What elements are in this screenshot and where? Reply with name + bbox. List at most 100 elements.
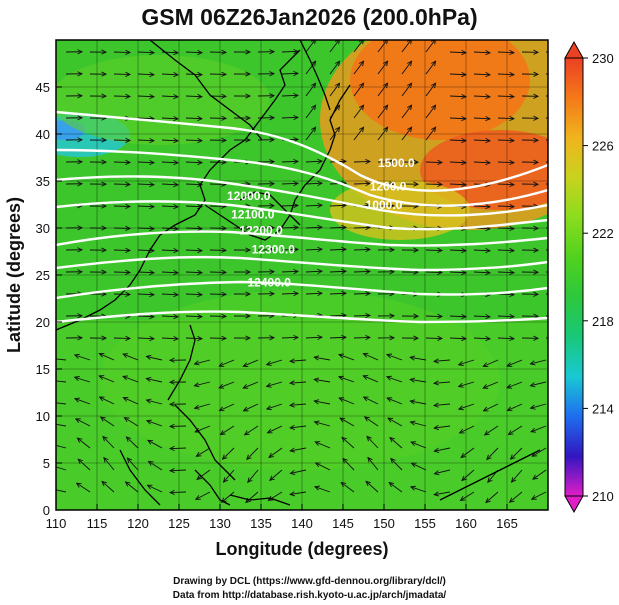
streamline-arrowhead [220, 497, 227, 503]
streamline-arrowhead [173, 270, 180, 276]
contour-label: 12200.0 [239, 224, 283, 238]
streamline-arrowhead [533, 335, 540, 341]
streamline-arrowhead [197, 181, 204, 188]
streamline-segment [195, 491, 211, 500]
streamline-arrowhead [168, 489, 175, 495]
streamline-arrowhead [221, 137, 228, 143]
streamline-arrowhead [125, 203, 132, 209]
streamline-arrowhead [101, 49, 108, 55]
streamline-arrowhead [74, 418, 81, 424]
streamline-segment [74, 376, 91, 383]
streamline-segment [137, 51, 155, 54]
streamline-segment [449, 51, 467, 54]
streamline-arrowhead [123, 417, 130, 423]
streamline-arrowhead [410, 462, 417, 468]
streamline-segment [458, 359, 475, 366]
streamline-arrowhead [389, 159, 396, 165]
streamline-segment [425, 183, 443, 185]
streamline-arrowhead [437, 335, 444, 341]
streamline-segment [449, 271, 467, 274]
axes: 110 115 120 125 130 135 140 145 150 155 160 165 0 5 10… [36, 80, 518, 531]
streamline-segment [281, 270, 299, 273]
streamline-arrowhead [73, 353, 80, 359]
streamline-arrowhead [266, 428, 273, 434]
streamline-arrowhead [221, 159, 228, 165]
x-tick-label: 135 [250, 516, 272, 531]
streamline-arrowhead [122, 353, 129, 359]
streamline-segment [281, 50, 299, 53]
streamline-segment [401, 126, 412, 141]
streamline-arrowhead [485, 160, 492, 166]
streamline-arrowhead [485, 248, 492, 254]
streamline-arrowhead [101, 269, 108, 275]
streamline-arrowhead [358, 82, 365, 89]
streamline-segment [486, 447, 499, 460]
streamline-arrowhead [168, 423, 175, 429]
streamline-segment [530, 359, 547, 365]
streamline-arrowhead [388, 481, 395, 488]
streamline-arrowhead [406, 104, 413, 111]
streamline-arrowhead [125, 49, 132, 55]
streamline-arrowhead [363, 416, 370, 422]
streamline-arrowhead [557, 292, 562, 296]
streamline-segment [449, 73, 467, 76]
streamline-segment [290, 403, 307, 406]
streamline-arrowhead [289, 491, 296, 497]
streamline-arrowhead [269, 335, 276, 341]
streamline-arrowhead [389, 203, 396, 209]
streamline-segment [460, 447, 475, 458]
streamline-arrowhead [509, 454, 516, 460]
streamline-segment [339, 417, 355, 427]
streamline-arrowhead [147, 460, 154, 466]
streamline-segment [473, 161, 491, 164]
streamline-segment [245, 491, 259, 503]
streamline-arrowhead [125, 436, 132, 442]
streamline-segment [387, 417, 403, 427]
streamline-arrowhead [77, 181, 84, 187]
streamline-arrowhead [122, 396, 129, 402]
streamline-arrowhead [245, 335, 252, 341]
streamline-segment [194, 359, 211, 365]
streamline-segment [473, 95, 491, 98]
streamline-arrowhead [145, 419, 152, 425]
streamline-arrowhead [389, 247, 396, 253]
streamline-segment [329, 314, 347, 317]
streamline-arrowhead [269, 71, 276, 77]
streamline-arrowhead [341, 158, 348, 165]
streamline-segment [510, 447, 523, 460]
streamline-segment [497, 51, 515, 54]
streamline-arrowhead [149, 137, 156, 144]
streamline-segment [425, 60, 436, 75]
streamline-arrowhead [509, 203, 516, 210]
streamline-arrowhead [265, 405, 272, 411]
x-tick-label: 155 [414, 516, 436, 531]
streamline-arrowhead [430, 126, 437, 133]
streamline-arrowhead [125, 269, 132, 275]
streamline-arrowhead [390, 457, 396, 464]
streamline-segment [74, 398, 91, 405]
streamline-arrowhead [433, 380, 439, 386]
streamline-segment [305, 292, 323, 295]
streamline-arrowhead [149, 335, 156, 342]
streamline-segment [161, 161, 179, 164]
streamline-arrowhead [77, 159, 84, 165]
streamline-arrowhead [243, 430, 250, 436]
streamline-segment [425, 249, 443, 251]
contour-label: 1500.0 [378, 156, 415, 170]
streamline-segment [146, 399, 163, 405]
streamline-arrowhead [245, 49, 252, 55]
streamline-arrowhead [173, 94, 180, 100]
streamline-arrowhead [506, 383, 513, 389]
streamline-arrowhead [365, 181, 372, 187]
x-tick-label: 165 [496, 516, 518, 531]
streamline-arrowhead [557, 226, 562, 230]
streamline-segment [243, 381, 259, 389]
streamline-segment [425, 271, 443, 273]
streamline-segment [194, 381, 211, 387]
streamline-segment [390, 458, 403, 471]
streamline-segment [530, 403, 547, 409]
streamline-arrowhead [532, 474, 538, 480]
streamline-segment [314, 400, 331, 405]
streamline-segment [508, 425, 523, 435]
streamline-segment [161, 205, 179, 208]
